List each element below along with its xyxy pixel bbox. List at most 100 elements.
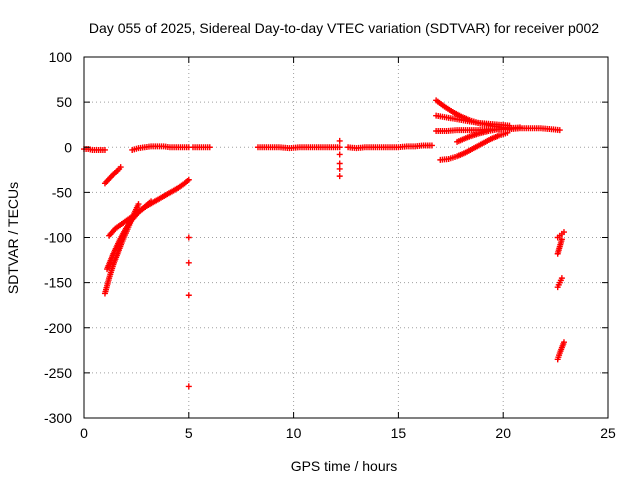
track-marker [116,165,123,172]
x-tick-label: 25 [600,425,616,441]
track-marker [99,146,106,153]
series-seg-o [437,129,511,163]
track-marker [469,146,476,153]
series-seg-s [554,275,565,291]
track-marker [148,200,155,207]
data-point [336,160,343,167]
series-seg-p [454,124,523,145]
y-tick-label: -100 [44,230,72,246]
y-tick-label: 0 [64,139,72,155]
track-marker [108,172,115,179]
data-point [336,137,343,144]
series-seg-i [254,144,343,152]
track-marker [334,144,341,151]
y-tick-label: -300 [44,410,72,426]
track-marker [109,263,116,270]
series-seg-l [433,97,515,132]
x-tick-label: 5 [185,425,193,441]
y-tick-label: 50 [56,94,72,110]
plot-frame [83,56,609,419]
data-point [560,229,567,236]
track-marker [558,346,565,353]
track-marker [451,153,458,160]
y-tick-label: -150 [44,275,72,291]
data-point [336,151,343,158]
track-marker [154,196,161,203]
track-marker [161,192,168,199]
series-seg-b [101,164,124,187]
track-marker [134,202,141,209]
track-marker [556,245,563,252]
track-marker [109,252,116,259]
data-point [336,173,343,180]
series-seg-h [189,144,213,151]
chart-title: Day 055 of 2025, Sidereal Day-to-day VTE… [89,20,599,36]
track-marker [133,145,140,152]
track-marker [485,137,492,144]
track-marker [167,189,174,196]
track-marker [558,238,565,245]
track-marker [451,115,458,122]
track-marker [462,135,469,142]
track-marker [129,213,136,220]
points-layer [81,97,567,390]
track-marker [443,156,450,163]
ticks-layer: 0 5 10 15 20 25 -300 -250 -200 -150 -100 -50 0 50 100 [44,49,616,441]
y-tick-label: -250 [44,365,72,381]
series-seg-g [185,234,192,390]
data-point [185,383,192,390]
track-marker [555,281,562,288]
series-seg-e [106,176,192,239]
track-marker [477,141,484,148]
series-seg-r [554,236,565,257]
track-marker [494,133,501,140]
track-marker [514,124,521,131]
track-marker [183,144,190,151]
track-marker [462,117,469,124]
track-marker [173,185,180,192]
track-marker [113,168,120,175]
x-axis-label: GPS time / hours [291,458,398,474]
data-point [185,259,192,266]
series-seg-k [345,142,435,152]
track-marker [105,277,112,284]
x-tick-label: 15 [391,425,407,441]
y-tick-label: -200 [44,320,72,336]
track-marker [560,340,567,347]
series-seg-j [336,137,343,180]
series-seg-f [129,143,192,153]
y-axis-label: SDTVAR / TECUs [5,182,21,294]
track-marker [460,150,467,157]
track-marker [554,126,561,133]
track-marker [557,277,564,284]
track-marker [473,131,480,138]
grid-layer [84,57,608,418]
track-marker [483,128,490,135]
track-marker [136,208,143,215]
data-point [185,234,192,241]
track-marker [439,102,446,109]
track-marker [117,222,124,229]
y-tick-label: -50 [52,184,72,200]
track-marker [556,352,563,359]
series-seg-a [81,146,108,153]
track-marker [204,144,211,151]
series-seg-t [554,339,567,363]
track-marker [122,227,129,234]
x-tick-label: 10 [286,425,302,441]
y-tick-label: 100 [49,49,73,65]
track-marker [123,217,130,224]
data-point [336,165,343,172]
x-tick-label: 0 [80,425,88,441]
track-marker [104,177,111,184]
track-marker [115,238,122,245]
track-marker [184,177,191,184]
track-marker [441,114,448,121]
track-marker [142,204,149,211]
x-tick-label: 20 [495,425,511,441]
series-seg-q [554,229,567,241]
track-marker [448,107,455,114]
track-marker [426,142,433,149]
data-point [185,292,192,299]
